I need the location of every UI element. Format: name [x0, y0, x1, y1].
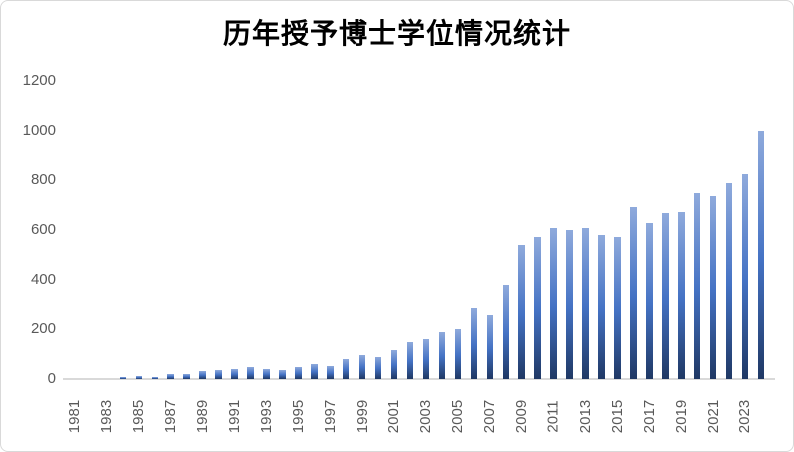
bar-1986 [151, 376, 158, 379]
bar-1988 [183, 373, 190, 379]
bar-1997 [327, 366, 334, 379]
x-axis-line [63, 378, 775, 380]
y-tick-label-200: 200 [30, 320, 56, 338]
bar-1994 [279, 370, 286, 379]
bar-2014 [598, 235, 605, 379]
bar-2006 [470, 308, 478, 379]
x-tick-label-2023: 2023 [736, 399, 754, 433]
bar-1995 [295, 367, 302, 379]
bar-2007 [486, 314, 494, 379]
bar-2023 [741, 174, 749, 379]
bar-1987 [167, 374, 174, 379]
bar-1991 [231, 368, 238, 379]
bar-1989 [199, 370, 206, 379]
bar-2010 [534, 237, 541, 379]
bar-1999 [358, 355, 366, 379]
bar-2002 [406, 341, 414, 379]
bar-1984 [119, 377, 127, 379]
bar-2015 [614, 236, 621, 379]
bar-2017 [646, 223, 653, 379]
bar-2011 [550, 228, 557, 379]
bar-1996 [311, 364, 318, 379]
bar-2004 [438, 331, 446, 379]
bar-2024 [757, 130, 765, 379]
y-tick-label-400: 400 [30, 270, 56, 288]
bar-1985 [135, 376, 143, 379]
bar-2009 [518, 245, 525, 379]
bar-2020 [693, 192, 701, 379]
bar-2018 [662, 213, 669, 379]
bar-2013 [582, 228, 589, 379]
y-tick-label-0: 0 [47, 370, 56, 387]
bar-2008 [502, 285, 509, 379]
y-tick-label-600: 600 [30, 221, 56, 238]
bar-1990 [215, 369, 222, 379]
bar-2003 [422, 338, 430, 379]
bar-1993 [263, 368, 270, 379]
bar-1992 [247, 367, 254, 379]
bar-1998 [342, 359, 350, 379]
bar-2012 [566, 229, 573, 379]
bar-2001 [390, 350, 398, 379]
bar-2000 [374, 356, 382, 379]
bar-2022 [725, 183, 733, 379]
y-tick-label-1000: 1000 [22, 121, 56, 139]
bar-2019 [678, 212, 685, 379]
bar-2005 [454, 329, 462, 379]
y-tick-label-800: 800 [30, 171, 56, 189]
bar-2021 [709, 195, 717, 379]
bar-2016 [630, 207, 637, 379]
chart-title: 历年授予博士学位情况统计 [222, 19, 571, 50]
y-tick-label-1200: 1200 [22, 72, 56, 89]
